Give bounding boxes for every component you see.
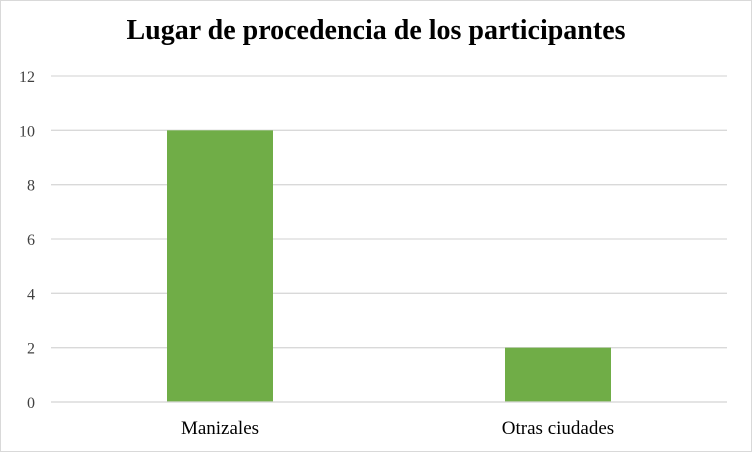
- bar-2: [505, 347, 611, 402]
- y-tick-label-8: 8: [27, 178, 35, 195]
- x-category-label-1: Manizales: [181, 418, 259, 439]
- bar-1: [167, 130, 273, 403]
- y-tick-label-2: 2: [27, 341, 35, 358]
- y-tick-label-12: 12: [19, 69, 35, 86]
- chart-title: Lugar de procedencia de los participante…: [126, 15, 626, 46]
- y-tick-label-4: 4: [27, 286, 35, 303]
- y-tick-label-10: 10: [19, 123, 35, 140]
- y-tick-label-0: 0: [27, 395, 35, 412]
- x-category-label-2: Otras ciudades: [502, 418, 614, 439]
- y-tick-label-6: 6: [27, 232, 35, 249]
